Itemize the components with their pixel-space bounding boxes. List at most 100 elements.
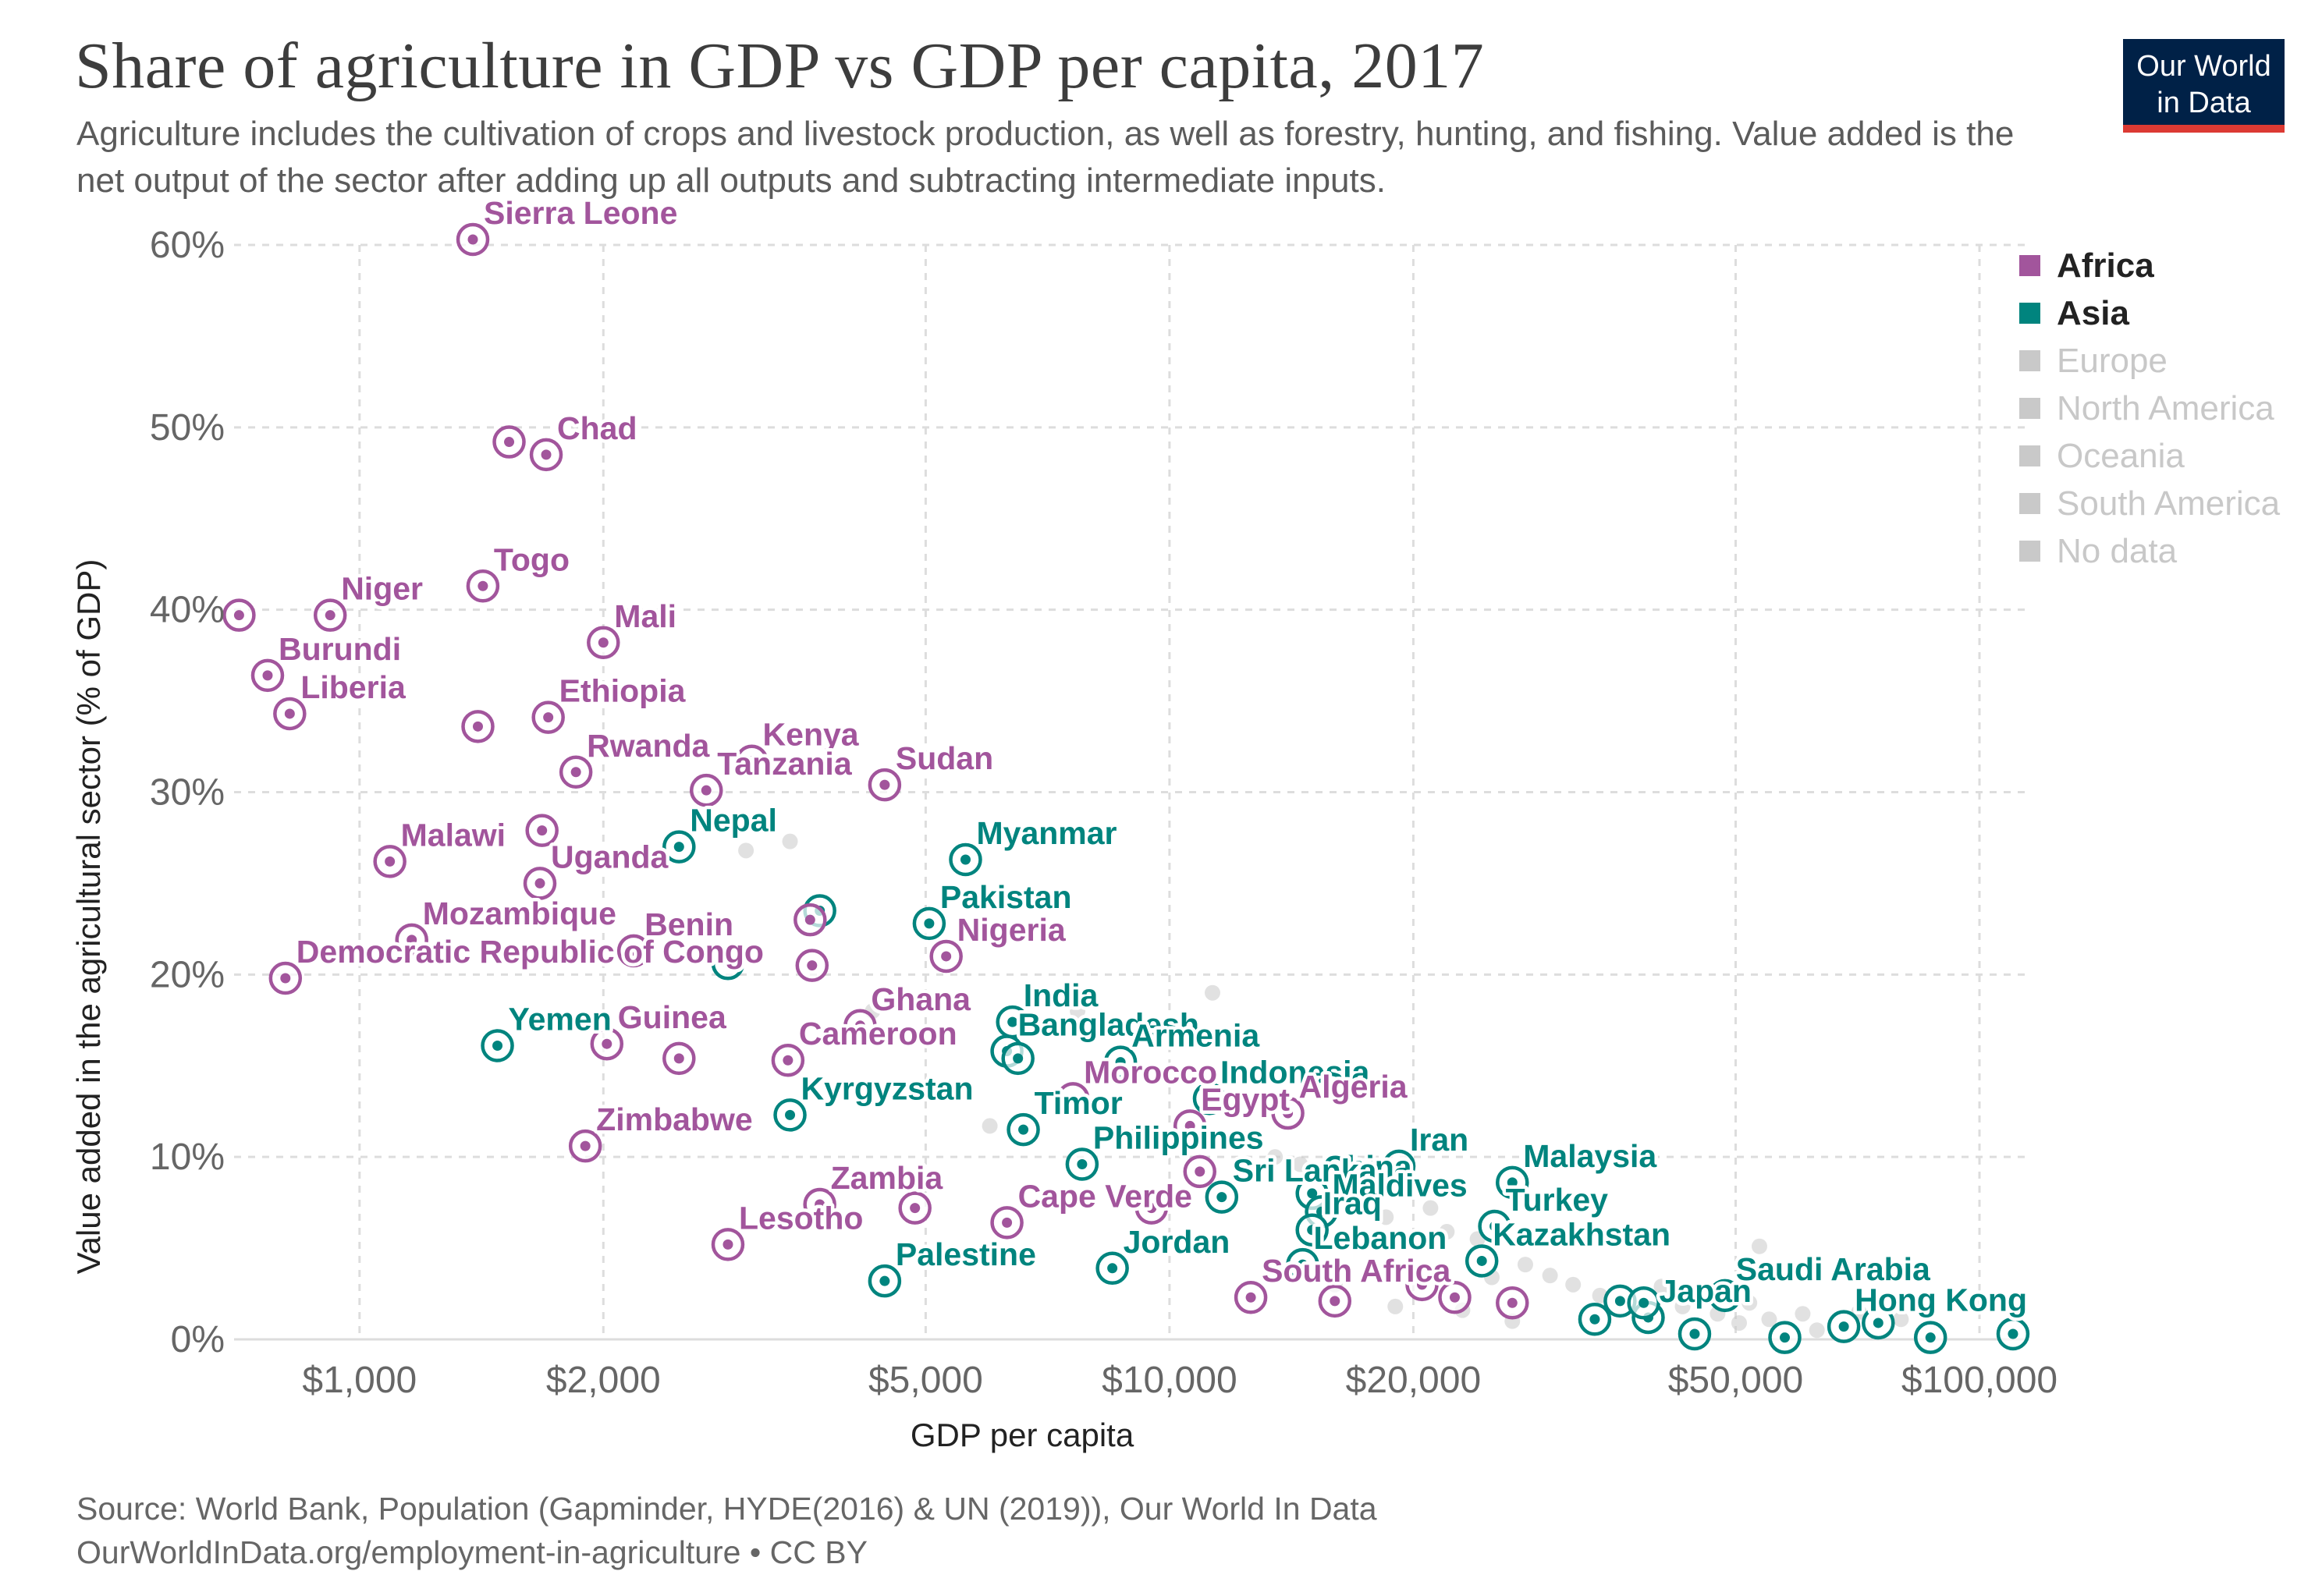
data-point-africa[interactable] [222, 598, 256, 632]
data-point-asia[interactable] [1205, 1180, 1239, 1214]
data-point-africa[interactable] [273, 697, 307, 731]
legend-item-south-america[interactable]: South America [2019, 480, 2280, 527]
data-point-africa[interactable] [898, 1191, 932, 1225]
data-point-africa[interactable] [587, 626, 620, 660]
data-point-africa[interactable] [735, 744, 769, 778]
data-point-other[interactable] [1761, 1311, 1777, 1328]
data-point-other[interactable] [1439, 1224, 1455, 1240]
data-point-asia[interactable] [949, 842, 982, 877]
data-point-other[interactable] [1809, 1322, 1825, 1339]
data-point-asia[interactable] [1382, 1149, 1416, 1183]
data-point-africa[interactable] [590, 1027, 624, 1061]
data-point-other[interactable] [982, 1118, 998, 1134]
data-point-africa[interactable] [523, 867, 557, 900]
data-point-other[interactable] [1795, 1306, 1811, 1322]
data-point-asia[interactable] [1627, 1286, 1660, 1320]
data-point-asia[interactable] [1862, 1306, 1895, 1340]
data-point-africa[interactable] [1056, 1082, 1090, 1115]
data-point-asia[interactable] [1913, 1321, 1947, 1354]
data-point-other[interactable] [1422, 1200, 1439, 1216]
data-point-asia[interactable] [1603, 1284, 1637, 1318]
data-point-africa[interactable] [1271, 1096, 1305, 1130]
data-point-africa[interactable] [868, 768, 902, 802]
data-point-asia[interactable] [1095, 1251, 1129, 1286]
data-point-asia[interactable] [1103, 1045, 1138, 1079]
data-point-africa[interactable] [662, 1041, 696, 1076]
data-point-other[interactable] [1674, 1298, 1691, 1314]
data-point-asia[interactable] [996, 1005, 1029, 1039]
data-point-africa[interactable] [1405, 1268, 1439, 1302]
data-point-other[interactable] [1070, 1003, 1086, 1020]
data-point-africa[interactable] [1438, 1280, 1472, 1314]
data-point-africa[interactable] [929, 939, 963, 974]
data-point-africa[interactable] [568, 1129, 602, 1163]
data-point-africa[interactable] [559, 755, 593, 789]
legend-item-asia[interactable]: Asia [2019, 289, 2280, 337]
data-point-other[interactable] [1124, 1129, 1141, 1145]
data-point-asia[interactable] [1007, 1112, 1040, 1147]
data-point-other[interactable] [1893, 1311, 1909, 1328]
data-point-other[interactable] [1653, 1279, 1670, 1295]
data-point-africa[interactable] [268, 961, 303, 995]
data-point-other[interactable] [1731, 1314, 1747, 1331]
data-point-africa[interactable] [1318, 1284, 1352, 1318]
data-point-asia[interactable] [1768, 1321, 1802, 1354]
data-point-asia[interactable] [711, 947, 745, 981]
data-point-other[interactable] [1267, 1149, 1283, 1165]
data-point-africa[interactable] [795, 949, 829, 982]
data-point-asia[interactable] [1708, 1279, 1742, 1313]
legend-item-no-data[interactable]: No data [2019, 527, 2280, 575]
data-point-africa[interactable] [313, 598, 347, 632]
data-point-asia[interactable] [912, 906, 946, 941]
data-point-africa[interactable] [771, 1043, 805, 1077]
data-point-asia[interactable] [1478, 1209, 1511, 1243]
owid-logo[interactable]: Our World in Data [2123, 39, 2285, 133]
legend-item-africa[interactable]: Africa [2019, 242, 2280, 289]
data-point-asia[interactable] [1286, 1247, 1319, 1282]
data-point-asia[interactable] [1678, 1317, 1712, 1351]
data-point-africa[interactable] [1134, 1191, 1169, 1225]
data-point-other[interactable] [782, 833, 798, 849]
data-point-asia[interactable] [1827, 1310, 1861, 1343]
data-point-africa[interactable] [616, 934, 651, 968]
data-point-other[interactable] [1751, 1238, 1767, 1254]
data-point-asia[interactable] [662, 830, 696, 864]
data-point-other[interactable] [1358, 1174, 1375, 1190]
data-point-africa[interactable] [1183, 1154, 1216, 1189]
data-point-other[interactable] [1387, 1298, 1404, 1314]
data-point-africa[interactable] [531, 700, 565, 734]
data-point-africa[interactable] [529, 438, 563, 472]
data-point-other[interactable] [1204, 984, 1220, 1001]
data-point-africa[interactable] [373, 845, 407, 878]
data-point-africa[interactable] [1496, 1286, 1529, 1320]
data-point-asia[interactable] [773, 1098, 807, 1132]
data-point-africa[interactable] [843, 1009, 877, 1043]
data-point-asia[interactable] [1996, 1317, 2030, 1351]
data-point-other[interactable] [1517, 1257, 1533, 1273]
data-point-africa[interactable] [990, 1206, 1024, 1240]
data-point-other[interactable] [1292, 1156, 1308, 1172]
data-point-africa[interactable] [711, 1228, 745, 1261]
data-point-asia[interactable] [1192, 1082, 1227, 1115]
data-point-asia[interactable] [1496, 1165, 1529, 1200]
license-link[interactable]: OurWorldInData.org/employment-in-agricul… [76, 1534, 868, 1570]
data-point-other[interactable] [1240, 1130, 1256, 1147]
data-point-africa[interactable] [794, 903, 827, 937]
data-point-other[interactable] [1378, 1209, 1394, 1225]
data-point-africa[interactable] [803, 1187, 836, 1222]
legend-item-north-america[interactable]: North America [2019, 385, 2280, 432]
data-point-asia[interactable] [868, 1264, 902, 1298]
data-point-africa[interactable] [1173, 1109, 1207, 1143]
data-point-asia[interactable] [1465, 1244, 1499, 1278]
data-point-africa[interactable] [492, 425, 526, 459]
legend-item-oceania[interactable]: Oceania [2019, 432, 2280, 480]
data-point-africa[interactable] [689, 773, 723, 807]
data-point-africa[interactable] [250, 658, 285, 693]
data-point-asia[interactable] [1578, 1303, 1612, 1336]
data-point-africa[interactable] [1234, 1280, 1268, 1314]
data-point-africa[interactable] [456, 222, 490, 257]
data-point-other[interactable] [1742, 1295, 1758, 1311]
data-point-africa[interactable] [525, 814, 559, 847]
legend-item-europe[interactable]: Europe [2019, 337, 2280, 385]
data-point-asia[interactable] [1295, 1213, 1329, 1247]
